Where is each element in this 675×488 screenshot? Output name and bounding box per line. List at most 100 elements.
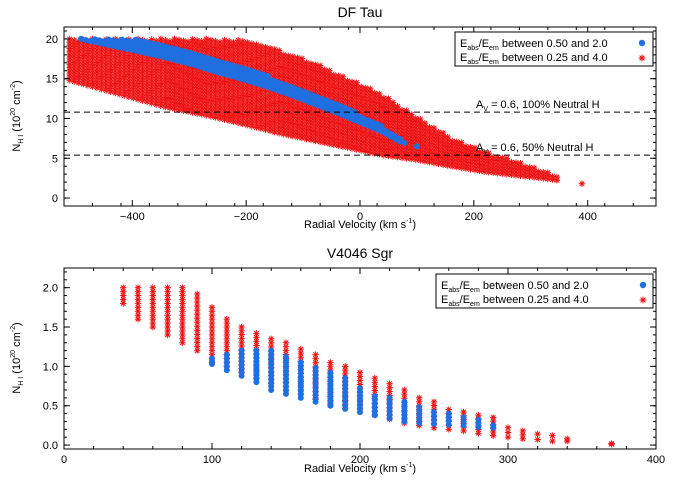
chart-title: V4046 Sgr bbox=[327, 245, 393, 261]
circle-marker bbox=[268, 347, 275, 354]
asterisk-marker bbox=[157, 35, 164, 43]
asterisk-marker bbox=[330, 71, 338, 79]
asterisk-marker bbox=[549, 437, 556, 445]
y-tick-label: 20 bbox=[46, 34, 58, 46]
asterisk-marker bbox=[312, 351, 319, 358]
x-tick-label: −400 bbox=[120, 211, 145, 223]
y-tick-label: 1.5 bbox=[43, 322, 58, 334]
asterisk-marker bbox=[394, 103, 401, 110]
asterisk-marker bbox=[198, 38, 205, 45]
asterisk-marker bbox=[534, 430, 541, 438]
data-marks bbox=[66, 35, 586, 187]
asterisk-marker bbox=[534, 436, 541, 443]
asterisk-marker bbox=[282, 339, 290, 346]
circle-marker bbox=[327, 369, 334, 376]
circle-marker bbox=[297, 359, 304, 366]
asterisk-marker bbox=[303, 59, 310, 66]
legend-entry-circle: Eabs/Eem between 0.50 and 2.0 bbox=[460, 38, 608, 52]
circle-marker bbox=[401, 139, 408, 146]
asterisk-marker bbox=[289, 53, 297, 60]
asterisk-marker bbox=[348, 78, 356, 86]
asterisk-marker bbox=[171, 35, 178, 43]
asterisk-marker bbox=[386, 380, 393, 387]
asterisk-marker bbox=[430, 124, 438, 132]
asterisk-marker bbox=[120, 284, 127, 291]
asterisk-marker bbox=[180, 37, 187, 44]
asterisk-marker bbox=[389, 99, 397, 106]
asterisk-marker bbox=[280, 51, 287, 58]
asterisk-marker bbox=[321, 66, 328, 73]
circle-marker bbox=[342, 375, 349, 382]
asterisk-marker bbox=[549, 432, 556, 439]
asterisk-marker bbox=[371, 89, 378, 97]
asterisk-marker bbox=[608, 440, 615, 447]
asterisk-marker bbox=[376, 90, 383, 98]
asterisk-marker bbox=[564, 435, 571, 442]
circle-marker bbox=[357, 385, 363, 392]
asterisk-marker bbox=[408, 111, 415, 118]
circle-marker bbox=[209, 355, 215, 362]
y-tick-label: 0 bbox=[52, 193, 58, 205]
legend-asterisk-glyph bbox=[639, 296, 647, 304]
annotation-50-percent: AV = 0.6, 50% Neutral H bbox=[476, 142, 594, 156]
asterisk-marker bbox=[339, 73, 347, 80]
asterisk-marker bbox=[416, 394, 423, 402]
y-tick-label: 2.0 bbox=[43, 283, 58, 295]
x-tick-label: 100 bbox=[203, 454, 221, 466]
asterisk-marker bbox=[162, 37, 169, 44]
circle-marker bbox=[445, 410, 452, 417]
asterisk-marker bbox=[312, 61, 319, 68]
asterisk-marker bbox=[398, 106, 406, 114]
y-axis-label: NH I (1020 cm-2) bbox=[10, 322, 25, 393]
asterisk-marker bbox=[357, 83, 365, 91]
circle-marker bbox=[396, 135, 403, 142]
asterisk-marker bbox=[367, 85, 374, 93]
legend: Eabs/Eem between 0.50 and 2.0 Eabs/Eem b… bbox=[454, 31, 654, 67]
circle-marker bbox=[371, 393, 378, 400]
asterisk-marker bbox=[503, 155, 511, 162]
asterisk-marker bbox=[403, 107, 410, 114]
asterisk-marker bbox=[298, 55, 306, 62]
asterisk-marker bbox=[307, 60, 315, 67]
asterisk-marker bbox=[184, 38, 192, 45]
legend-entry-asterisk: Eabs/Eem between 0.25 and 4.0 bbox=[441, 294, 589, 308]
legend-asterisk-glyph bbox=[638, 54, 646, 62]
asterisk-marker bbox=[578, 180, 586, 187]
asterisk-marker bbox=[257, 42, 265, 50]
asterisk-marker bbox=[412, 115, 419, 122]
y-tick-label: 0.5 bbox=[43, 401, 58, 413]
asterisk-marker bbox=[549, 173, 556, 180]
x-tick-label: 0 bbox=[61, 454, 67, 466]
chart-df-tau: DF Tau AV = 0.6, 100% Neutral H AV = 0.6… bbox=[10, 4, 657, 231]
legend-circle-marker bbox=[639, 281, 647, 289]
asterisk-marker bbox=[417, 115, 424, 123]
asterisk-marker bbox=[134, 284, 142, 291]
y-tick-label: 10 bbox=[46, 113, 58, 125]
circle-marker bbox=[460, 414, 467, 421]
asterisk-marker bbox=[362, 84, 369, 92]
asterisk-marker bbox=[253, 330, 260, 337]
asterisk-marker bbox=[208, 304, 216, 311]
asterisk-marker bbox=[175, 36, 183, 44]
asterisk-marker bbox=[421, 119, 429, 127]
circle-marker bbox=[386, 394, 393, 401]
asterisk-marker bbox=[238, 323, 245, 331]
circle-marker bbox=[475, 416, 482, 423]
circle-marker bbox=[431, 409, 437, 416]
chart-title: DF Tau bbox=[338, 4, 383, 20]
asterisk-marker bbox=[544, 169, 552, 176]
x-axis-label: Radial Velocity (km s-1) bbox=[304, 218, 416, 231]
y-axis-label: NH I (1020 cm-2) bbox=[10, 80, 25, 151]
asterisk-marker bbox=[71, 37, 78, 44]
y-tick-label: 15 bbox=[46, 74, 58, 86]
asterisk-marker bbox=[294, 54, 301, 61]
x-tick-label: 400 bbox=[579, 211, 597, 223]
asterisk-marker bbox=[327, 359, 334, 366]
circle-marker bbox=[378, 122, 385, 129]
asterisk-marker bbox=[353, 79, 360, 86]
asterisk-marker bbox=[504, 424, 512, 431]
y-tick-label: 0.0 bbox=[43, 440, 58, 452]
asterisk-marker bbox=[344, 77, 351, 85]
y-tick-label: 5 bbox=[52, 153, 58, 165]
